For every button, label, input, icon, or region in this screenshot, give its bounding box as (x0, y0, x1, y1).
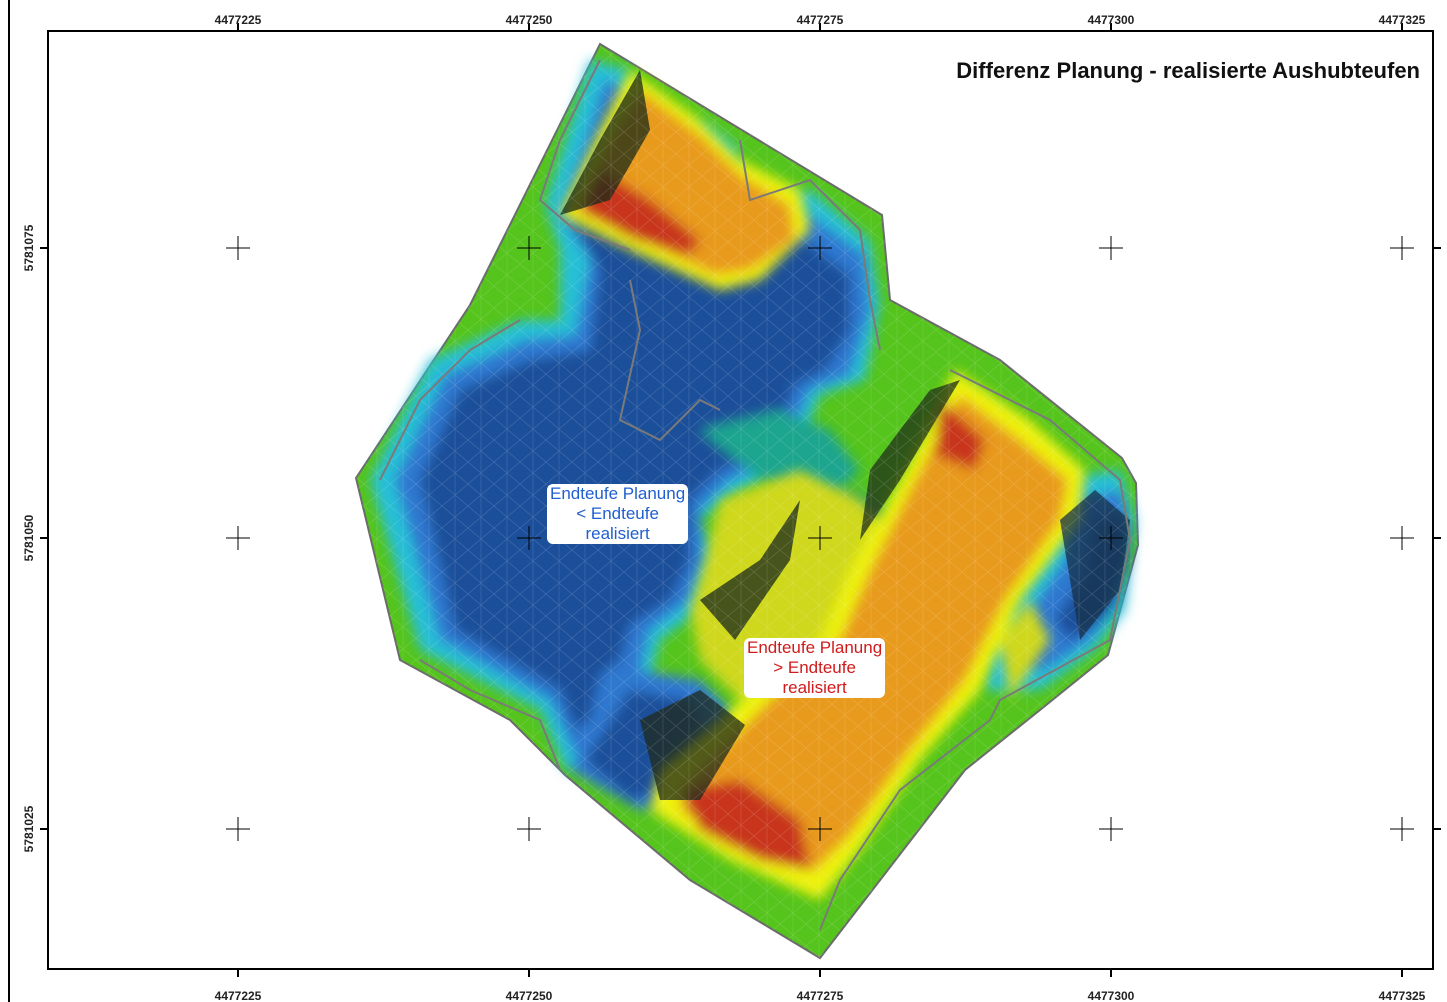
annotation-planned-deeper: Endteufe Planung > Endteufe realisiert (744, 638, 886, 698)
map-title: Differenz Planung - realisierte Aushubte… (956, 58, 1420, 83)
annotation-blue-line1: Endteufe Planung (550, 484, 686, 503)
x-tick-top-5: 4477325 (1379, 13, 1426, 27)
surface-layer (226, 42, 1414, 960)
x-tick-bottom-2: 4477250 (506, 989, 553, 1002)
annotation-red-line2: > Endteufe (773, 658, 856, 677)
annotation-blue-line3: realisiert (585, 524, 650, 543)
x-tick-bottom-5: 4477325 (1379, 989, 1426, 1002)
x-tick-bottom-3: 4477275 (797, 989, 844, 1002)
x-tick-bottom-4: 4477300 (1088, 989, 1135, 1002)
annotation-blue-line2: < Endteufe (576, 504, 659, 523)
annotation-planned-shallower: Endteufe Planung < Endteufe realisiert (547, 484, 689, 544)
grid-markers (226, 236, 1414, 841)
y-tick-1: 5781075 (22, 224, 36, 271)
x-tick-top-2: 4477250 (506, 13, 553, 27)
y-tick-2: 5781050 (22, 514, 36, 561)
axis-ticks (40, 23, 1441, 977)
x-tick-top-1: 4477225 (215, 13, 262, 27)
y-tick-3: 5781025 (22, 805, 36, 852)
x-tick-top-4: 4477300 (1088, 13, 1135, 27)
annotation-red-line3: realisiert (782, 678, 847, 697)
annotation-red-line1: Endteufe Planung (747, 638, 883, 657)
x-tick-bottom-1: 4477225 (215, 989, 262, 1002)
x-tick-top-3: 4477275 (797, 13, 844, 27)
